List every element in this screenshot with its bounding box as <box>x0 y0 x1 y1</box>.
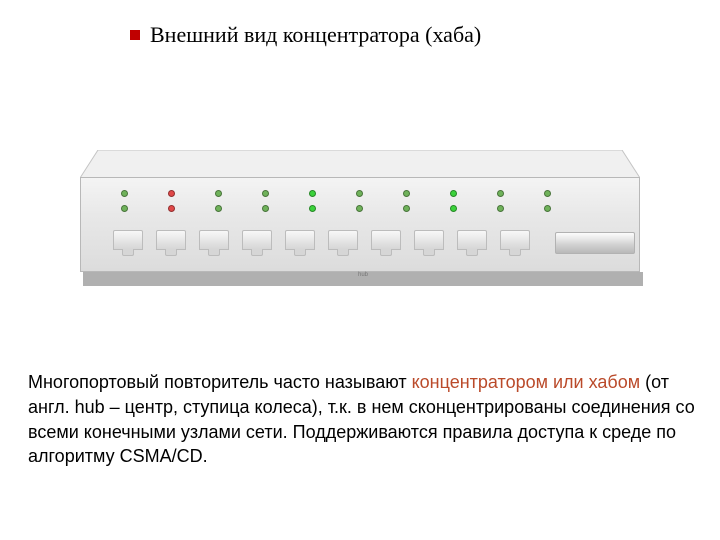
description-paragraph: Многопортовый повторитель часто называют… <box>28 370 700 469</box>
hub-top-face <box>80 150 640 178</box>
hub-front-face <box>80 177 640 272</box>
status-led <box>356 205 363 212</box>
status-led <box>309 190 316 197</box>
status-led <box>450 205 457 212</box>
status-led <box>121 205 128 212</box>
status-led <box>497 190 504 197</box>
hub-device: hub <box>80 150 640 300</box>
status-led <box>262 205 269 212</box>
status-led <box>403 190 410 197</box>
rj45-port <box>113 230 143 256</box>
rj45-port <box>285 230 315 256</box>
ports-row <box>113 230 635 256</box>
status-led <box>497 205 504 212</box>
led-panel <box>121 190 611 220</box>
status-led <box>544 205 551 212</box>
hub-tiny-label: hub <box>358 272 368 278</box>
rj45-port <box>199 230 229 256</box>
rj45-port <box>371 230 401 256</box>
title-row: Внешний вид концентратора (хаба) <box>130 22 481 48</box>
status-led <box>544 190 551 197</box>
led-row-bottom <box>121 205 611 212</box>
status-led <box>262 190 269 197</box>
rj45-port <box>414 230 444 256</box>
uplink-port <box>555 230 635 256</box>
bullet-icon <box>130 30 140 40</box>
rj45-port <box>242 230 272 256</box>
led-row-top <box>121 190 611 197</box>
page-title: Внешний вид концентратора (хаба) <box>150 22 481 48</box>
rj45-port <box>500 230 530 256</box>
status-led <box>168 205 175 212</box>
rj45-port <box>457 230 487 256</box>
status-led <box>215 190 222 197</box>
status-led <box>309 205 316 212</box>
desc-highlight: концентратором или хабом <box>412 372 641 392</box>
status-led <box>450 190 457 197</box>
status-led <box>356 190 363 197</box>
desc-pre: Многопортовый повторитель часто называют <box>28 372 412 392</box>
status-led <box>168 190 175 197</box>
status-led <box>121 190 128 197</box>
status-led <box>215 205 222 212</box>
rj45-port <box>156 230 186 256</box>
rj45-port <box>328 230 358 256</box>
status-led <box>403 205 410 212</box>
